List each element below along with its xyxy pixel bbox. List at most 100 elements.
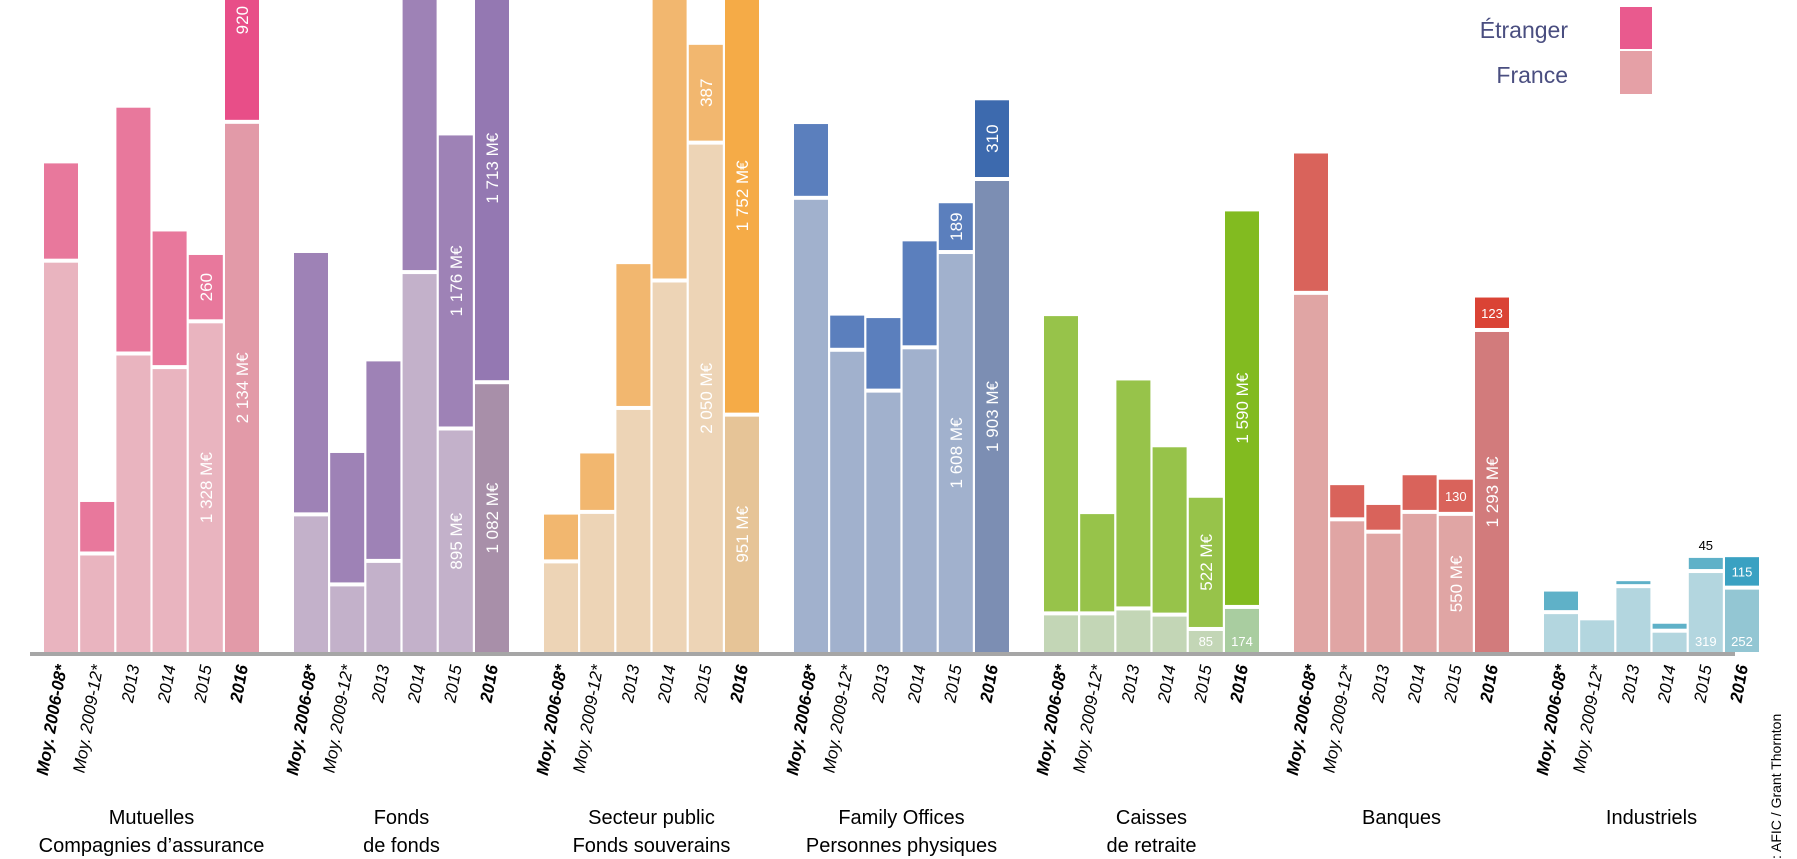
data-label-france-fonds-de-fonds-2016: 1 082 M€ [483,482,502,553]
bar-france-banques-2013 [1366,533,1401,652]
data-label-foreign-industriels-2016: 115 [1732,564,1753,579]
group-label-secteur-public-fonds-souverains-line-2: Fonds souverains [573,835,731,857]
bar-foreign-family-offices-personnes-physiques-2013 [866,318,901,389]
group-label-mutuelles-compagnies-d-assurance-line-2: Compagnies d’assurance [39,835,265,857]
x-tick-banques-moy-2009-12: Moy. 2009-12* [1319,662,1357,774]
x-tick-caisses-de-retraite-2014: 2014 [1154,663,1179,705]
data-label-foreign-fonds-de-fonds-2016: 1 713 M€ [483,132,502,203]
bar-foreign-mutuelles-compagnies-d-assurance-2015 [188,254,223,320]
bar-france-industriels-2016 [1725,589,1759,652]
x-tick-fonds-de-fonds-2013: 2013 [368,663,394,705]
bar-foreign-fonds-de-fonds-moy-2009-12 [330,452,365,583]
x-tick-fonds-de-fonds-2015: 2015 [440,663,466,705]
legend-france-label: France [1496,62,1568,88]
group-label-caisses-de-retraite-line-1: Caisses [1116,807,1187,829]
bar-foreign-caisses-de-retraite-moy-2009-12 [1080,514,1115,612]
data-label-france-industriels-2015: 319 [1695,634,1717,649]
bar-foreign-fonds-de-fonds-moy-2006-08 [294,252,328,513]
bar-france-industriels-moy-2009-12 [1580,620,1615,652]
bar-france-family-offices-personnes-physiques-2013 [866,392,901,652]
x-tick-fonds-de-fonds-2014: 2014 [404,663,429,705]
bar-france-caisses-de-retraite-2015 [1188,630,1223,652]
x-tick-caisses-de-retraite-2013: 2013 [1118,663,1144,705]
bar-foreign-family-offices-personnes-physiques-2016 [975,100,1009,178]
data-label-france-secteur-public-fonds-souverains-2015: 2 050 M€ [697,362,716,433]
group-label-secteur-public-fonds-souverains-line-1: Secteur public [588,807,715,829]
bar-foreign-mutuelles-compagnies-d-assurance-2016 [225,0,259,120]
bar-france-mutuelles-compagnies-d-assurance-2013 [116,355,151,652]
group-labels: Mutuelles Compagnies d’assurance Fonds de f… [39,807,1697,857]
bar-foreign-banques-moy-2006-08 [1294,153,1328,291]
group-label-family-offices-personnes-physiques-line-2: Personnes physiques [806,835,997,857]
data-label-france-family-offices-personnes-physiques-2016: 1 903 M€ [983,381,1002,452]
bar-france-fonds-de-fonds-2016 [475,384,509,652]
x-tick-mutuelles-compagnies-d-assurance-2016: 2016 [226,663,252,705]
bar-france-secteur-public-fonds-souverains-2015 [688,144,723,652]
bar-france-family-offices-personnes-physiques-2016 [975,181,1009,652]
bar-foreign-family-offices-personnes-physiques-moy-2009-12 [830,315,865,348]
bar-france-caisses-de-retraite-2016 [1225,608,1259,652]
data-label-france-mutuelles-compagnies-d-assurance-2016: 2 134 M€ [233,352,252,423]
x-tick-secteur-public-fonds-souverains-2016: 2016 [726,663,752,705]
x-tick-family-offices-personnes-physiques-moy-2006-08: Moy. 2006-08* [783,662,821,777]
x-tick-caisses-de-retraite-moy-2009-12: Moy. 2009-12* [1069,662,1107,774]
bar-foreign-secteur-public-fonds-souverains-2014 [652,0,687,279]
bar-foreign-secteur-public-fonds-souverains-2015 [688,44,723,141]
bar-foreign-secteur-public-fonds-souverains-2016 [725,0,759,413]
data-label-france-industriels-2016: 252 [1731,634,1753,649]
x-tick-secteur-public-fonds-souverains-moy-2006-08: Moy. 2006-08* [533,662,571,777]
bar-foreign-banques-2016 [1475,297,1509,328]
bar-foreign-secteur-public-fonds-souverains-moy-2006-08 [544,514,578,560]
data-label-foreign-family-offices-personnes-physiques-2016: 310 [983,124,1002,152]
bar-france-mutuelles-compagnies-d-assurance-moy-2009-12 [80,555,115,652]
x-tick-family-offices-personnes-physiques-2016: 2016 [976,663,1002,705]
bar-foreign-industriels-2013 [1616,581,1651,585]
data-label-foreign-fonds-de-fonds-2015: 1 176 M€ [447,245,466,316]
bar-foreign-caisses-de-retraite-2014 [1152,447,1187,613]
bar-france-secteur-public-fonds-souverains-2016 [725,416,759,652]
bar-foreign-caisses-de-retraite-2015 [1188,497,1223,627]
bar-france-industriels-moy-2006-08 [1544,614,1578,652]
bar-foreign-fonds-de-fonds-2016 [475,0,509,381]
bar-foreign-fonds-de-fonds-2013 [366,361,401,559]
data-label-france-caisses-de-retraite-2016: 174 [1231,634,1253,649]
group-label-mutuelles-compagnies-d-assurance-line-1: Mutuelles [109,807,195,829]
x-tick-caisses-de-retraite-moy-2006-08: Moy. 2006-08* [1033,662,1071,777]
bar-foreign-family-offices-personnes-physiques-2014 [902,241,937,346]
data-label-foreign-mutuelles-compagnies-d-assurance-2015: 260 [197,273,216,301]
x-tick-caisses-de-retraite-2015: 2015 [1190,663,1216,705]
x-tick-secteur-public-fonds-souverains-moy-2009-12: Moy. 2009-12* [569,662,607,774]
bar-france-caisses-de-retraite-moy-2009-12 [1080,615,1115,652]
x-tick-mutuelles-compagnies-d-assurance-moy-2009-12: Moy. 2009-12* [69,662,107,774]
bar-france-caisses-de-retraite-2014 [1152,616,1187,652]
legend-foreign-swatch [1620,7,1652,49]
group-label-family-offices-personnes-physiques-line-1: Family Offices [838,807,964,829]
data-label-foreign-family-offices-personnes-physiques-2015: 189 [947,212,966,240]
bar-foreign-banques-2013 [1366,504,1401,530]
bar-foreign-caisses-de-retraite-2016 [1225,211,1259,605]
bar-foreign-industriels-2016 [1725,557,1759,586]
data-label-france-banques-2016: 1 293 M€ [1483,456,1502,527]
data-label-foreign-secteur-public-fonds-souverains-2016: 1 752 M€ [733,160,752,231]
data-label-france-caisses-de-retraite-2015: 85 [1199,634,1213,649]
x-tick-fonds-de-fonds-moy-2006-08: Moy. 2006-08* [283,662,321,777]
x-tick-banques-moy-2006-08: Moy. 2006-08* [1283,662,1321,777]
x-tick-family-offices-personnes-physiques-2015: 2015 [940,663,966,705]
bar-france-family-offices-personnes-physiques-moy-2006-08 [794,199,828,652]
bar-foreign-fonds-de-fonds-2014 [402,0,437,271]
data-label-france-fonds-de-fonds-2015: 895 M€ [447,512,466,569]
bar-foreign-family-offices-personnes-physiques-moy-2006-08 [794,124,828,196]
bar-foreign-banques-moy-2009-12 [1330,485,1365,518]
bar-france-family-offices-personnes-physiques-2014 [902,349,937,652]
legend-foreign-label: Étranger [1480,17,1569,43]
data-label-france-secteur-public-fonds-souverains-2016: 951 M€ [733,505,752,562]
x-tick-caisses-de-retraite-2016: 2016 [1226,663,1252,705]
bar-france-banques-moy-2009-12 [1330,521,1365,652]
data-label-france-mutuelles-compagnies-d-assurance-2015: 1 328 M€ [197,452,216,523]
bar-france-industriels-2013 [1616,588,1651,652]
bar-france-banques-2016 [1475,331,1509,652]
bar-foreign-secteur-public-fonds-souverains-2013 [616,264,651,406]
data-label-foreign-banques-2015: 130 [1445,489,1467,504]
bars-layer: 1 328 M€ 260 2 134 M€ 920 M€ 895 M€ 1 176 M€ 1… [44,0,1759,652]
